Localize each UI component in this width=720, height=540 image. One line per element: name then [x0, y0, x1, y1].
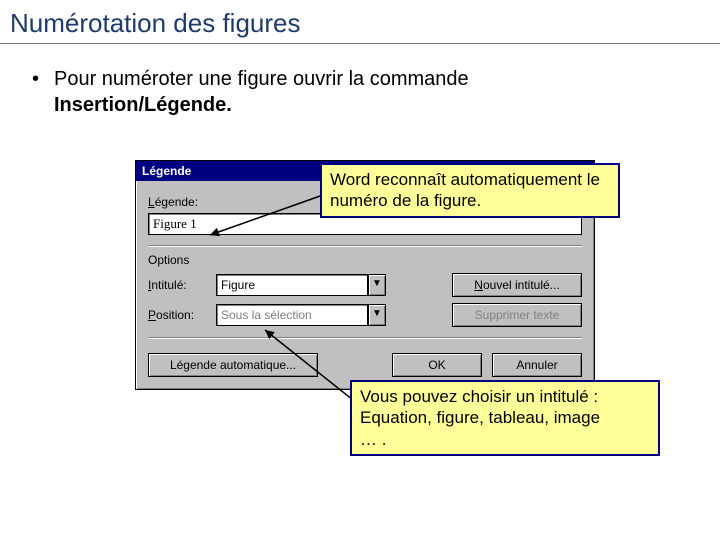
legende-auto-button[interactable]: Légende automatique...: [148, 353, 318, 377]
bullet-line-2: Insertion/Légende.: [54, 94, 232, 116]
callout-intitule-choice: Vous pouvez choisir un intitulé : Equati…: [350, 380, 660, 456]
intitule-label: Intitulé:: [148, 278, 208, 292]
dialog-title: Légende: [142, 164, 191, 178]
intitule-value: Figure: [216, 274, 368, 296]
intitule-combo[interactable]: Figure ▼: [216, 274, 386, 296]
divider: [148, 245, 582, 247]
callout-auto-number: Word reconnaît automatiquement le numéro…: [320, 163, 620, 218]
bullet-block: • Pour numéroter une figure ouvrir la co…: [0, 44, 720, 128]
bullet-text: Pour numéroter une figure ouvrir la comm…: [54, 66, 469, 118]
slide-title: Numérotation des figures: [0, 0, 720, 44]
annuler-button[interactable]: Annuler: [492, 353, 582, 377]
bullet-marker: •: [32, 66, 54, 118]
bullet-line-1: Pour numéroter une figure ouvrir la comm…: [54, 68, 469, 90]
position-combo[interactable]: Sous la sélection ▼: [216, 304, 386, 326]
chevron-down-icon[interactable]: ▼: [368, 274, 386, 296]
nouvel-intitule-button[interactable]: Nouvel intitulé...: [452, 273, 582, 297]
position-label: Position:: [148, 308, 208, 322]
options-label: Options: [148, 253, 582, 267]
supprimer-texte-button: Supprimer texte: [452, 303, 582, 327]
chevron-down-icon[interactable]: ▼: [368, 304, 386, 326]
ok-button[interactable]: OK: [392, 353, 482, 377]
divider: [148, 337, 582, 339]
position-value: Sous la sélection: [216, 304, 368, 326]
